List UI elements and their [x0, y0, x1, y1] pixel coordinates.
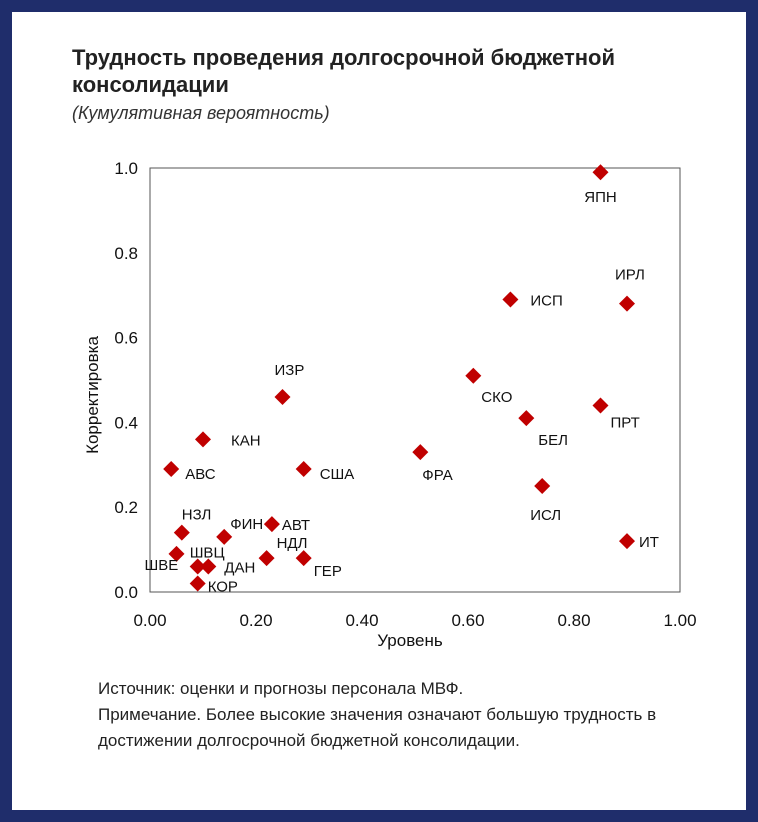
- data-point-НДЛ: [258, 550, 275, 567]
- point-label-ШВЦ: ШВЦ: [190, 545, 225, 562]
- y-axis-label: Корректировка: [83, 336, 102, 454]
- data-point-ИСП: [502, 291, 519, 308]
- point-label-ПРТ: ПРТ: [611, 414, 640, 431]
- point-label-ГЕР: ГЕР: [314, 563, 342, 580]
- point-label-КАН: КАН: [231, 432, 261, 449]
- data-point-КАН: [195, 431, 211, 448]
- point-label-АВС: АВС: [185, 466, 216, 483]
- point-label-США: США: [320, 466, 355, 483]
- point-label-ФРА: ФРА: [422, 467, 452, 484]
- explanatory-note: Примечание. Более высокие значения означ…: [98, 705, 657, 750]
- data-point-АВТ: [263, 516, 280, 533]
- source-note: Источник: оценки и прогнозы персонала МВ…: [98, 679, 464, 698]
- data-point-НЗЛ: [173, 524, 190, 541]
- chart-subtitle: (Кумулятивная вероятность): [72, 103, 330, 123]
- point-label-АВТ: АВТ: [282, 517, 310, 534]
- data-points: [163, 164, 635, 592]
- data-point-БЕЛ: [518, 410, 535, 427]
- x-tick-label: 1.00: [663, 611, 696, 630]
- x-axis-label: Уровень: [377, 631, 443, 650]
- y-tick-label: 0.8: [114, 244, 138, 263]
- x-tick-labels: 0.00 0.20 0.40 0.60 0.80 1.00: [133, 611, 696, 630]
- chart-title: Трудность проведения долгосрочной бюджет…: [72, 45, 615, 97]
- point-label-ШВЕ: ШВЕ: [145, 557, 179, 574]
- data-point-АВС: [163, 461, 180, 478]
- y-tick-labels: 0.0 0.2 0.4 0.6 0.8 1.0: [114, 159, 138, 602]
- data-point-ИЗР: [274, 388, 291, 405]
- point-label-НДЛ: НДЛ: [277, 535, 308, 552]
- y-tick-label: 0.6: [114, 329, 138, 348]
- point-label-ИСЛ: ИСЛ: [530, 507, 561, 524]
- data-point-ЯПН: [592, 164, 609, 181]
- point-label-ФИН: ФИН: [230, 516, 263, 533]
- point-labels: ЯПН ИРЛ ИСП СКО БЕЛ ПРТ ФРА ИСЛ ИТ ИЗР КАН АВС США НЗ…: [145, 189, 659, 595]
- data-point-СКО: [465, 367, 482, 384]
- point-label-ДАН: ДАН: [224, 560, 255, 577]
- data-point-КОР: [189, 575, 206, 592]
- point-label-СКО: СКО: [481, 389, 512, 406]
- x-tick-label: 0.60: [451, 611, 484, 630]
- data-point-ФРА: [412, 444, 429, 461]
- point-label-НЗЛ: НЗЛ: [182, 507, 212, 524]
- point-label-БЕЛ: БЕЛ: [538, 432, 568, 449]
- x-tick-label: 0.20: [239, 611, 272, 630]
- y-tick-label: 1.0: [114, 159, 138, 178]
- data-point-ИСЛ: [534, 478, 551, 494]
- data-point-ШВЕ: [168, 545, 185, 562]
- data-point-ДАН: [200, 558, 217, 575]
- y-tick-label: 0.2: [114, 498, 138, 517]
- data-point-ПРТ: [592, 397, 609, 414]
- y-tick-label: 0.4: [114, 413, 138, 432]
- point-label-ИТ: ИТ: [639, 534, 659, 551]
- point-label-ИСП: ИСП: [530, 292, 562, 309]
- data-point-ГЕР: [295, 550, 312, 567]
- data-point-ШВЦ: [189, 558, 206, 575]
- data-point-США: [295, 461, 312, 478]
- data-point-ИТ: [619, 533, 635, 550]
- data-point-ФИН: [216, 528, 233, 545]
- chart-notes: Источник: оценки и прогнозы персонала МВ…: [98, 676, 718, 754]
- plot-area: [149, 167, 681, 593]
- x-tick-label: 0.40: [345, 611, 378, 630]
- point-label-ЯПН: ЯПН: [584, 189, 616, 206]
- point-label-КОР: КОР: [208, 579, 238, 596]
- y-tick-label: 0.0: [114, 583, 138, 602]
- x-tick-label: 0.00: [133, 611, 166, 630]
- point-label-ИРЛ: ИРЛ: [615, 267, 645, 284]
- data-point-ИРЛ: [619, 295, 635, 312]
- x-tick-label: 0.80: [557, 611, 590, 630]
- point-label-ИЗР: ИЗР: [275, 362, 305, 379]
